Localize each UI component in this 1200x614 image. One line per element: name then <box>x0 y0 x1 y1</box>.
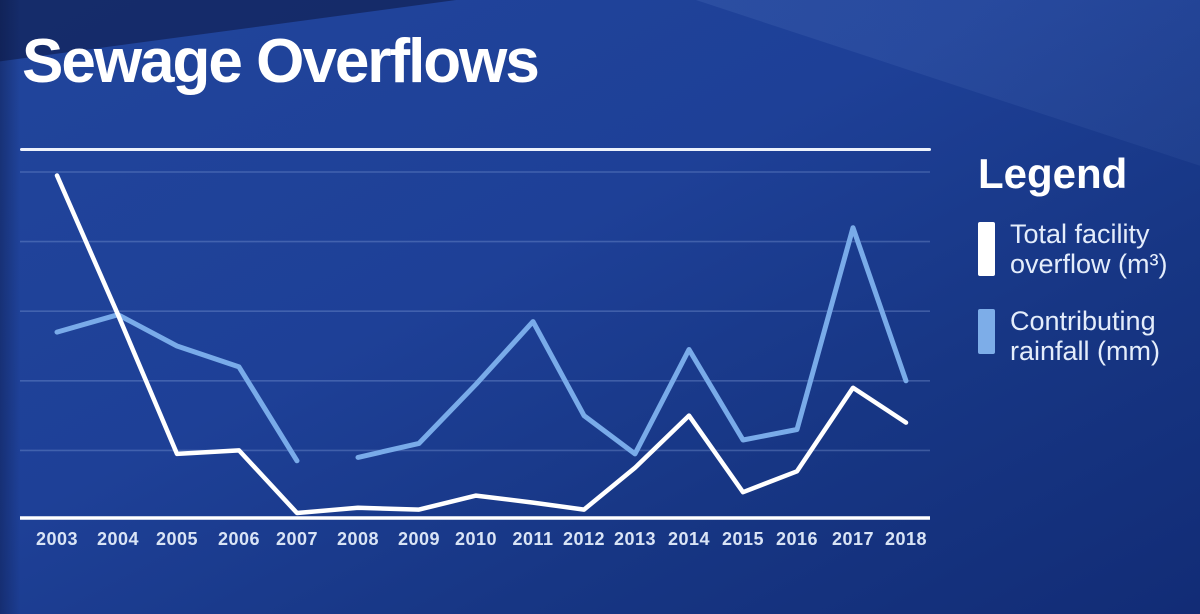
x-axis-label: 2011 <box>512 529 554 549</box>
rainfall-line-segment-2 <box>355 225 909 460</box>
x-axis-label: 2004 <box>96 529 140 549</box>
legend-item-label: Total facility overflow (m³) <box>1010 219 1168 280</box>
x-axis-label: 2016 <box>775 529 819 549</box>
legend-item-contributing-rainfall: Contributing rainfall (mm) <box>978 306 1193 367</box>
x-axis-label: 2008 <box>336 529 380 549</box>
x-axis-labels: 2003 2004 2005 2006 2007 2008 2009 2010 2011 2012… <box>20 529 930 553</box>
x-axis-label: 2015 <box>721 529 765 549</box>
overflow-rainfall-chart <box>20 171 930 520</box>
x-axis-label: 2009 <box>397 529 441 549</box>
x-axis-label: 2006 <box>217 529 261 549</box>
page-title: Sewage Overflows <box>22 27 540 96</box>
overflow-line <box>54 173 909 516</box>
x-axis-label: 2018 <box>884 529 928 549</box>
x-axis-label: 2010 <box>454 529 498 549</box>
x-axis-label: 2005 <box>155 529 199 549</box>
x-axis-label: 2017 <box>831 529 875 549</box>
overflow-swatch-icon <box>978 222 995 277</box>
rainfall-line-segment-1 <box>54 312 300 464</box>
legend-item-label: Contributing rainfall (mm) <box>1010 306 1161 367</box>
x-axis-label: 2013 <box>613 529 657 549</box>
legend-heading: Legend <box>978 150 1128 197</box>
x-axis-label: 2012 <box>562 529 606 549</box>
legend: Legend Total facility overflow (m³) Cont… <box>978 150 1193 396</box>
x-axis-label: 2007 <box>275 529 319 549</box>
title-divider <box>20 148 931 151</box>
x-axis-label: 2003 <box>35 529 79 549</box>
rainfall-swatch-icon <box>978 309 995 355</box>
x-axis-label: 2014 <box>667 529 711 549</box>
legend-item-total-overflow: Total facility overflow (m³) <box>978 219 1193 280</box>
